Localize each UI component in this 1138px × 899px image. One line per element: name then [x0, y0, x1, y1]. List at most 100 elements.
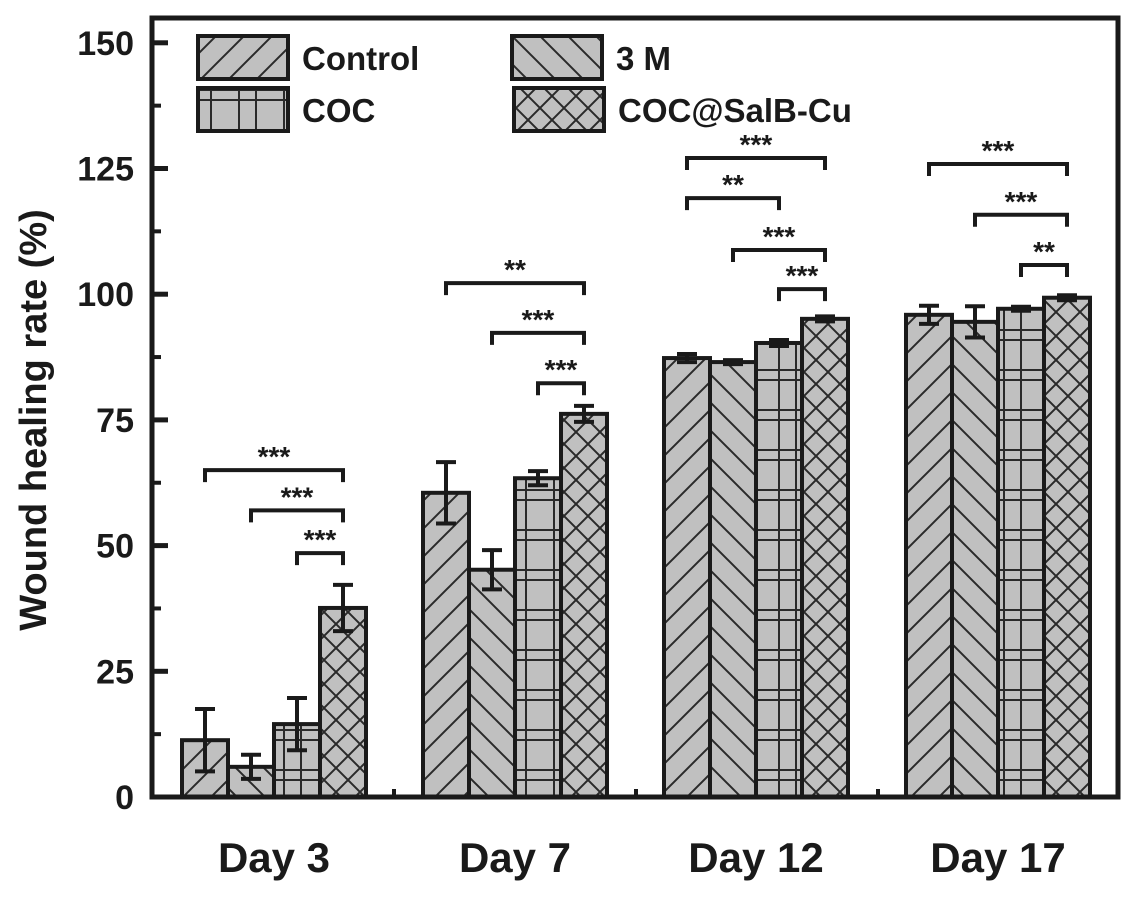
legend: Control 3 M COC COC@SalB-Cu — [196, 34, 852, 133]
y-tick-label: 50 — [96, 528, 134, 566]
significance-bracket: *** — [249, 481, 345, 523]
legend-label: 3 M — [616, 40, 671, 77]
bar-control-day-7 — [421, 490, 471, 799]
bar-coc-day-7 — [513, 476, 563, 799]
significance-label: ** — [504, 254, 526, 285]
legend-swatch — [196, 86, 290, 133]
significance-bracket: *** — [203, 441, 345, 483]
significance-brackets: ************************************ — [203, 129, 1069, 566]
error-bar — [723, 358, 743, 367]
bracket-line — [777, 287, 827, 302]
significance-bracket: *** — [536, 354, 586, 396]
legend-item: Control — [196, 34, 419, 81]
significance-label: *** — [545, 354, 578, 385]
error-bar — [1057, 293, 1077, 303]
x-tick-label: Day 3 — [218, 834, 330, 881]
bracket-line — [295, 551, 345, 566]
x-tick-label: Day 7 — [459, 834, 571, 881]
significance-bracket: *** — [490, 304, 586, 345]
bracket-line — [685, 155, 827, 170]
legend-item: COC — [196, 86, 375, 133]
error-bar — [436, 460, 456, 526]
x-tick-label: Day 12 — [688, 834, 823, 881]
significance-label: *** — [522, 304, 555, 335]
bar-coc-salb-cu-day-17 — [1042, 295, 1092, 799]
bracket-line — [536, 381, 586, 396]
bracket-line — [973, 212, 1069, 227]
y-axis-ticks: 0 25 50 75 100 125 150 — [77, 25, 168, 817]
y-tick-label: 150 — [77, 25, 134, 63]
bracket-line — [444, 281, 586, 296]
error-bar — [965, 304, 985, 340]
significance-label: ** — [1033, 236, 1055, 267]
y-tick-label: 125 — [77, 151, 134, 189]
significance-label: *** — [763, 221, 796, 252]
significance-bracket: ** — [1019, 236, 1069, 278]
bar-3-m-day-17 — [950, 319, 1000, 799]
significance-bracket: ** — [444, 254, 586, 296]
legend-swatch — [196, 34, 290, 81]
significance-label: *** — [786, 260, 819, 291]
x-tick-label: Day 17 — [930, 834, 1065, 881]
significance-label: *** — [1005, 186, 1038, 217]
error-bar — [677, 352, 697, 365]
bar-coc-day-12 — [754, 340, 804, 799]
bar-3-m-day-7 — [467, 567, 517, 799]
error-bar — [195, 707, 215, 774]
error-bar — [574, 403, 594, 424]
legend-item: COC@SalB-Cu — [512, 86, 852, 133]
error-bar — [919, 303, 939, 326]
error-bar — [333, 582, 353, 634]
legend-label: COC@SalB-Cu — [618, 92, 852, 129]
error-bar — [241, 752, 261, 781]
significance-label: *** — [982, 135, 1015, 166]
y-tick-label: 75 — [96, 402, 134, 440]
significance-bracket: *** — [685, 129, 827, 170]
significance-bracket: *** — [973, 186, 1069, 227]
error-bar — [769, 337, 789, 348]
bars — [180, 295, 1092, 799]
significance-bracket: *** — [731, 221, 827, 262]
bar-control-day-12 — [662, 356, 712, 799]
plot-frame — [149, 15, 1121, 800]
significance-label: *** — [304, 524, 337, 555]
bracket-line — [249, 508, 345, 523]
legend-swatch — [512, 86, 606, 133]
bracket-line — [1019, 263, 1069, 278]
bar-coc-salb-cu-day-3 — [318, 605, 368, 799]
error-bar — [482, 548, 502, 592]
legend-label: COC — [302, 92, 375, 129]
y-tick-label: 0 — [115, 779, 134, 817]
bar-coc-salb-cu-day-7 — [559, 411, 609, 799]
bar-coc-salb-cu-day-12 — [800, 316, 850, 799]
significance-label: *** — [258, 441, 291, 472]
bracket-line — [490, 330, 586, 345]
significance-bracket: *** — [927, 135, 1069, 176]
bracket-line — [731, 247, 827, 262]
legend-swatch — [510, 34, 604, 81]
bar-3-m-day-12 — [708, 360, 758, 799]
significance-label: *** — [281, 481, 314, 512]
error-bars — [195, 293, 1077, 781]
legend-item: 3 M — [510, 34, 671, 81]
y-tick-label: 25 — [96, 653, 134, 691]
bar-coc-day-17 — [996, 306, 1046, 799]
bracket-line — [927, 161, 1069, 176]
significance-label: ** — [722, 169, 744, 200]
x-axis-labels: Day 3 Day 7 Day 12 Day 17 — [218, 789, 1066, 881]
significance-label: *** — [740, 129, 773, 160]
legend-label: Control — [302, 40, 419, 77]
error-bar — [287, 695, 307, 753]
error-bar — [1011, 304, 1031, 313]
error-bar — [528, 469, 548, 488]
significance-bracket: *** — [777, 260, 827, 302]
significance-bracket: ** — [685, 169, 781, 211]
y-axis-title: Wound healing rate (%) — [13, 209, 55, 631]
bracket-line — [685, 196, 781, 211]
bracket-line — [203, 468, 345, 483]
error-bar — [815, 314, 835, 324]
significance-bracket: *** — [295, 524, 345, 566]
y-tick-label: 100 — [77, 276, 134, 314]
bar-control-day-17 — [904, 312, 954, 799]
